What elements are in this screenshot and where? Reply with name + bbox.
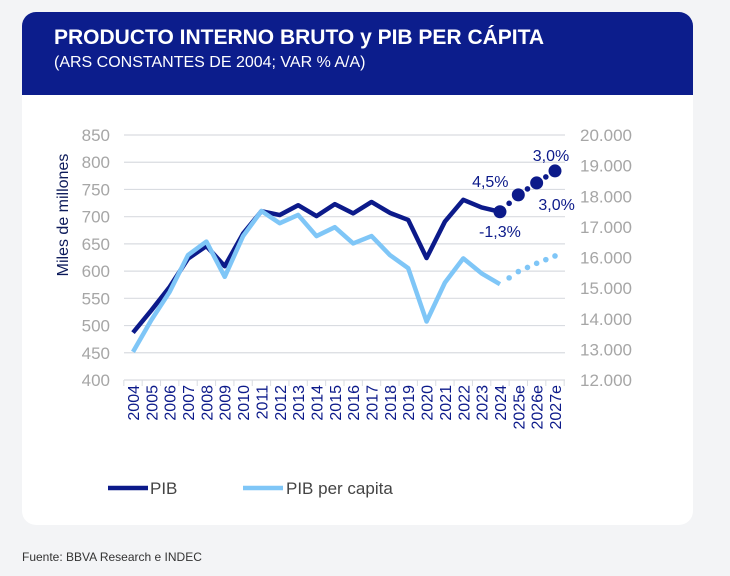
x-tick-label: 2010 [236, 385, 253, 421]
x-tick-label: 2011 [254, 385, 271, 420]
y-tick-label: 600 [82, 262, 110, 281]
y-tick-label: 850 [82, 126, 110, 145]
x-tick-label: 2024 [493, 385, 510, 421]
y-axis-label: Miles de millones [55, 154, 72, 277]
forecast-dot [506, 200, 512, 207]
forecast-dot [524, 264, 531, 271]
legend-label-pib-per-capita: PIB per capita [286, 479, 393, 498]
x-tick-label: 2008 [199, 385, 216, 421]
y-tick-label: 450 [82, 344, 110, 363]
y2-tick-label: 18.000 [580, 187, 632, 206]
source-note: Fuente: BBVA Research e INDEC [22, 550, 202, 564]
x-tick-label: 2005 [144, 385, 161, 421]
forecast-dot [543, 174, 549, 180]
y-tick-label: 400 [82, 371, 110, 390]
x-tick-label: 2016 [346, 385, 363, 421]
chart-subtitle: (ARS CONSTANTES DE 2004; VAR % A/A) [54, 54, 366, 71]
data-label: 4,5% [472, 174, 508, 191]
y-tick-label: 650 [82, 235, 110, 254]
y-tick-label: 750 [82, 180, 110, 199]
x-tick-label: 2027e [548, 385, 565, 430]
y2-tick-label: 20.000 [580, 126, 632, 145]
x-tick-label: 2020 [420, 385, 437, 421]
x-tick-label: 2012 [273, 385, 290, 421]
forecast-dot [515, 268, 522, 275]
x-tick-label: 2007 [181, 385, 198, 421]
chart-title: PRODUCTO INTERNO BRUTO y PIB PER CÁPITA [54, 26, 545, 49]
y2-tick-label: 17.000 [580, 218, 632, 237]
legend-label-pib: PIB [150, 479, 177, 498]
y2-tick-label: 14.000 [580, 310, 632, 329]
chart-header: PRODUCTO INTERNO BRUTO y PIB PER CÁPITA … [22, 12, 693, 95]
x-tick-label: 2015 [328, 385, 345, 421]
y2-tick-label: 19.000 [580, 157, 632, 176]
forecast-dot [543, 256, 549, 263]
forecast-dot [533, 260, 540, 267]
forecast-dot [552, 253, 558, 259]
x-tick-label: 2026e [530, 385, 547, 430]
x-tick-label: 2019 [401, 385, 418, 421]
y-tick-label: 800 [82, 153, 110, 172]
series-line-pib-per-capita [131, 208, 502, 353]
y2-tick-label: 12.000 [580, 371, 632, 390]
chart-card: PRODUCTO INTERNO BRUTO y PIB PER CÁPITA … [22, 12, 693, 525]
y2-tick-label: 15.000 [580, 279, 632, 298]
x-tick-label: 2014 [309, 385, 326, 421]
x-tick-label: 2017 [365, 385, 382, 421]
x-tick-label: 2004 [126, 385, 143, 421]
x-tick-label: 2025e [511, 385, 528, 430]
x-tick-label: 2013 [291, 385, 308, 421]
y2-tick-label: 16.000 [580, 249, 632, 268]
data-marker [493, 205, 507, 219]
y-tick-label: 700 [82, 208, 110, 227]
x-tick-label: 2018 [383, 385, 400, 421]
series-line-pib [131, 197, 501, 335]
data-label: -1,3% [479, 224, 521, 241]
data-marker [511, 188, 525, 202]
x-tick-label: 2009 [218, 385, 235, 421]
forecast-dot [506, 275, 512, 281]
data-marker [548, 164, 562, 178]
data-label: 3,0% [533, 148, 569, 165]
data-marker [530, 176, 544, 190]
x-tick-label: 2021 [438, 385, 455, 421]
forecast-dot [524, 186, 531, 192]
data-label: 3,0% [538, 197, 574, 214]
y-tick-label: 550 [82, 289, 110, 308]
x-tick-label: 2022 [456, 385, 473, 421]
y2-tick-label: 13.000 [580, 340, 632, 359]
x-tick-label: 2023 [475, 385, 492, 421]
x-tick-label: 2006 [163, 385, 180, 421]
y-tick-label: 500 [82, 317, 110, 336]
